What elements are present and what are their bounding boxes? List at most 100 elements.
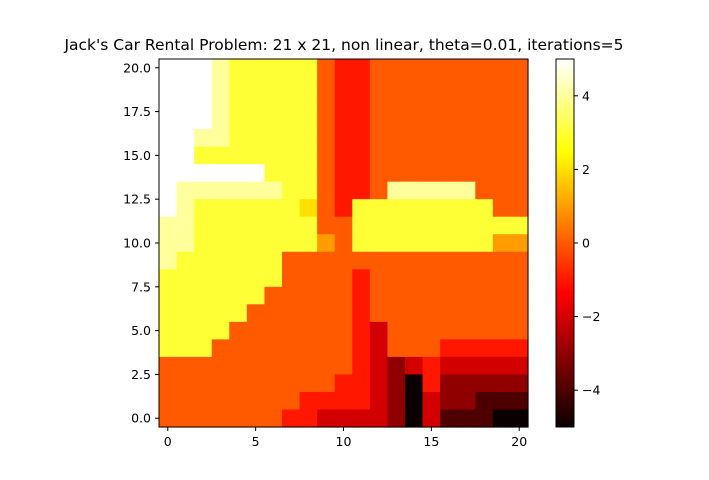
heatmap-cell	[229, 199, 248, 218]
heatmap-cell	[457, 76, 476, 95]
heatmap-cell	[405, 111, 424, 130]
heatmap-cell	[246, 251, 266, 270]
heatmap-cell	[229, 94, 248, 113]
heatmap-cell	[440, 356, 459, 376]
heatmap-cell	[510, 234, 529, 253]
heatmap-cell	[317, 164, 336, 183]
heatmap-cell	[387, 164, 406, 183]
heatmap-cell	[405, 164, 424, 183]
heatmap-cell	[194, 356, 213, 376]
heatmap-cell	[159, 199, 178, 218]
heatmap-cell	[317, 269, 336, 288]
heatmap-cell	[211, 304, 230, 323]
heatmap-cell	[194, 129, 213, 148]
heatmap-cell	[246, 356, 266, 376]
heatmap-cell	[387, 409, 406, 428]
heatmap-cell	[510, 216, 529, 235]
heatmap-cell	[369, 321, 389, 340]
heatmap-cell	[369, 216, 389, 235]
heatmap-cell	[369, 409, 389, 428]
heatmap-cell	[246, 129, 266, 148]
heatmap-cell	[159, 76, 178, 95]
y-tick-label: 12.5	[123, 192, 151, 207]
heatmap-cell	[264, 94, 283, 113]
heatmap-cell	[282, 304, 301, 323]
heatmap-cell	[246, 111, 266, 130]
x-axis: 0 5 10 15 20	[164, 427, 527, 449]
heatmap-cell	[264, 146, 283, 165]
heatmap-cell	[317, 181, 336, 200]
heatmap-cell	[475, 269, 494, 288]
heatmap-cell	[317, 199, 336, 218]
heatmap-cell	[211, 234, 230, 253]
heatmap-cell	[299, 356, 318, 376]
heatmap-cell	[440, 111, 459, 130]
heatmap-cell	[299, 164, 318, 183]
heatmap-cell	[352, 216, 371, 235]
heatmap-cell	[457, 286, 476, 305]
y-tick-label: 0.0	[131, 411, 151, 426]
heatmap-cell	[299, 216, 318, 235]
heatmap-cell	[317, 146, 336, 165]
heatmap-cell	[352, 286, 371, 305]
heatmap-cell	[422, 216, 441, 235]
heatmap-cell	[405, 304, 424, 323]
heatmap-cell	[405, 409, 424, 428]
heatmap-cell	[457, 391, 476, 411]
heatmap-cell	[369, 111, 389, 130]
heatmap-cell	[159, 59, 178, 78]
heatmap-cell	[299, 251, 318, 270]
heatmap-cell	[492, 199, 512, 218]
heatmap-cell	[229, 146, 248, 165]
heatmap-cell	[211, 286, 230, 305]
heatmap-cell	[334, 269, 353, 288]
heatmap-cell	[369, 286, 389, 305]
heatmap-cell	[246, 391, 266, 411]
heatmap-cell	[405, 269, 424, 288]
heatmap-cell	[352, 199, 371, 218]
heatmap-cell	[334, 94, 353, 113]
heatmap-cell	[405, 181, 424, 200]
heatmap-cell	[317, 339, 336, 358]
heatmap-cell	[475, 286, 494, 305]
heatmap-cell	[405, 234, 424, 253]
heatmap-cell	[457, 321, 476, 340]
heatmap-cell	[229, 59, 248, 78]
heatmap-cell	[194, 181, 213, 200]
heatmap-cell	[510, 111, 529, 130]
heatmap-cell	[299, 146, 318, 165]
heatmap-cell	[405, 251, 424, 270]
heatmap-cell	[492, 356, 512, 376]
heatmap-cell	[282, 251, 301, 270]
colorbar-tick-label: 0	[582, 236, 590, 251]
heatmap-cell	[440, 216, 459, 235]
heatmap-cell	[299, 76, 318, 95]
heatmap-cell	[317, 304, 336, 323]
heatmap-cell	[334, 251, 353, 270]
heatmap-cell	[194, 94, 213, 113]
heatmap-cell	[211, 164, 230, 183]
heatmap-cell	[440, 391, 459, 411]
heatmap-cell	[492, 146, 512, 165]
heatmap-cell	[475, 321, 494, 340]
heatmap-cell	[264, 321, 283, 340]
heatmap-cell	[246, 146, 266, 165]
heatmap-cell	[405, 94, 424, 113]
x-tick-label: 5	[252, 434, 260, 449]
heatmap-cell	[334, 339, 353, 358]
heatmap-cell	[282, 374, 301, 393]
heatmap-cell	[246, 286, 266, 305]
x-tick-label: 15	[423, 434, 439, 449]
heatmap-cell	[352, 146, 371, 165]
heatmap-cell	[440, 76, 459, 95]
heatmap-cell	[229, 251, 248, 270]
heatmap-cell	[457, 374, 476, 393]
heatmap-cell	[422, 129, 441, 148]
heatmap-cell	[405, 374, 424, 393]
heatmap-cell	[422, 251, 441, 270]
heatmap-cell	[282, 59, 301, 78]
heatmap-cell	[369, 269, 389, 288]
heatmap-cell	[457, 304, 476, 323]
heatmap-cell	[387, 286, 406, 305]
heatmap-cell	[211, 339, 230, 358]
